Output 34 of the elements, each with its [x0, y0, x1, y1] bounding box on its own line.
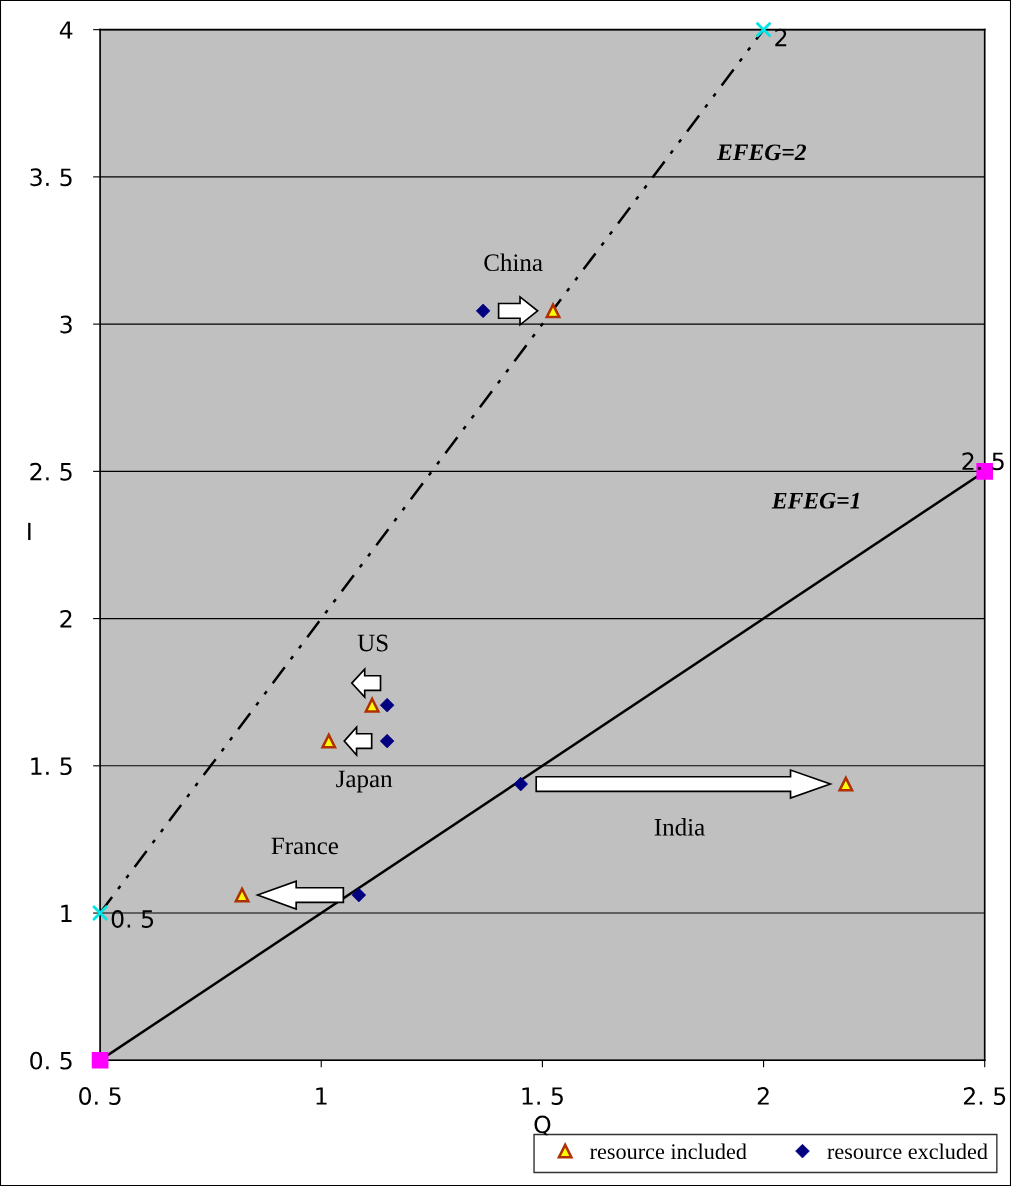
y-tick-label: 2. 5: [30, 462, 72, 481]
annotation: India: [654, 818, 705, 836]
annotation: EFEG=2: [716, 144, 807, 161]
y-tick-label: 1: [61, 904, 72, 923]
x-tick-label: 0. 5: [79, 1087, 121, 1105]
annotation: EFEG=1: [771, 492, 860, 509]
point: [234, 887, 250, 903]
annotation: China: [484, 253, 543, 272]
x-tick-label: 1. 5: [522, 1087, 563, 1105]
legend-label: resource excluded: [827, 1143, 988, 1160]
annotation: Japan: [336, 770, 393, 793]
point: [91, 904, 109, 922]
point: [364, 697, 380, 713]
annotation: US: [357, 634, 388, 652]
x-tick-label: 2. 5: [963, 1087, 1006, 1105]
y-tick-label: 3. 5: [30, 168, 72, 187]
point: [91, 1051, 109, 1069]
y-tick-label: 4: [59, 21, 73, 39]
annotation: 2. 5: [962, 452, 1004, 471]
point: [838, 776, 854, 792]
y-tick-label: 0. 5: [30, 1051, 72, 1070]
y-axis-title: I: [28, 522, 31, 541]
x-tick-label: 1: [316, 1087, 327, 1105]
point: [755, 21, 772, 38]
x-axis-title: Q: [534, 1115, 551, 1137]
annotation: 0. 5: [111, 910, 154, 928]
y-tick-label: 2: [60, 610, 72, 628]
y-tick-label: 1. 5: [31, 757, 72, 776]
annotation: France: [271, 837, 338, 855]
y-tick-label: 3: [60, 315, 72, 334]
x-tick-label: 2: [757, 1087, 769, 1105]
legend-label: resource included: [590, 1143, 747, 1160]
point: [545, 303, 561, 319]
point: [321, 733, 337, 749]
